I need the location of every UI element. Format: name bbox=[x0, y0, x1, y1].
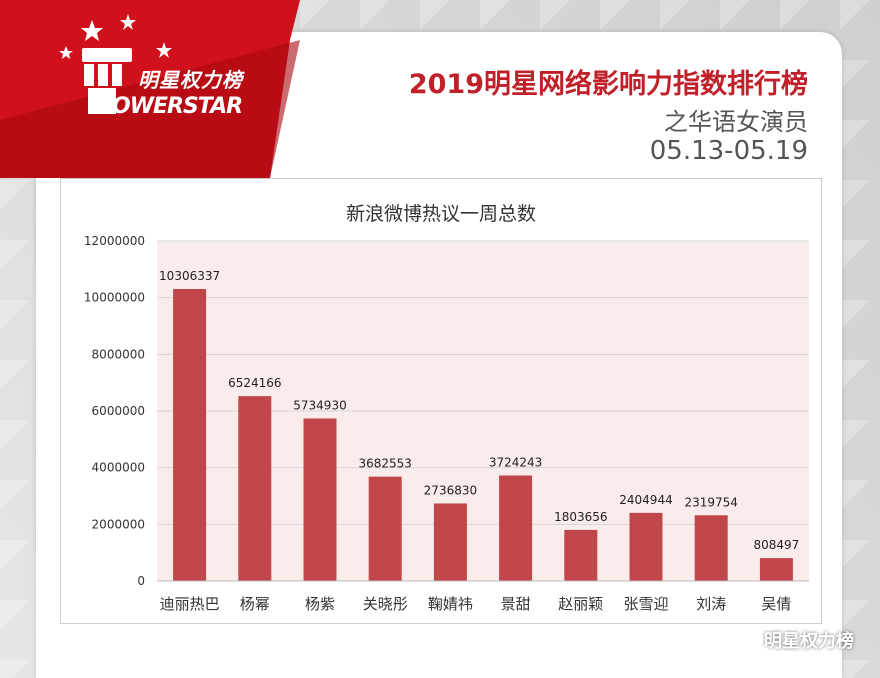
bar bbox=[629, 512, 663, 581]
x-tick-label: 迪丽热巴 bbox=[160, 595, 220, 613]
bar-chart: 0 2000000 4000000 6000000 8000000 10000000 120… bbox=[84, 234, 809, 613]
logo-banner bbox=[0, 0, 300, 178]
bar bbox=[173, 288, 207, 581]
bar bbox=[759, 558, 793, 581]
y-tick-label: 2000000 bbox=[92, 517, 145, 531]
chart-container: 新浪微博热议一周总数 0 2000000 4000000 6000000 8000000… bbox=[60, 178, 822, 624]
x-tick-label: 吴倩 bbox=[761, 595, 791, 613]
bar bbox=[368, 476, 402, 581]
data-label: 2404944 bbox=[619, 493, 672, 507]
data-label: 10306337 bbox=[159, 269, 220, 283]
star-icon bbox=[59, 14, 172, 59]
logo-en-text: OWERSTAR bbox=[112, 94, 243, 119]
y-tick-label: 8000000 bbox=[92, 347, 145, 361]
x-tick-label: 刘涛 bbox=[696, 595, 726, 613]
data-label: 3682553 bbox=[358, 457, 411, 471]
x-tick-label: 景甜 bbox=[501, 595, 531, 613]
chart-title: 新浪微博热议一周总数 bbox=[345, 203, 536, 225]
y-tick-label: 12000000 bbox=[84, 234, 145, 248]
bar bbox=[303, 418, 337, 581]
y-tick-label: 6000000 bbox=[92, 404, 145, 418]
x-tick-label: 杨紫 bbox=[305, 595, 335, 613]
y-tick-label: 10000000 bbox=[84, 291, 145, 305]
bar bbox=[433, 503, 467, 581]
data-label: 5734930 bbox=[293, 399, 346, 413]
page-title: 2019明星网络影响力指数排行榜 bbox=[408, 69, 808, 100]
logo-cn-text: 明星权力榜 bbox=[138, 68, 243, 92]
x-tick-label: 张雪迎 bbox=[623, 595, 668, 613]
y-tick-label: 0 bbox=[137, 574, 145, 588]
watermark-text: 明星权力榜 bbox=[764, 631, 854, 652]
y-tick-label: 4000000 bbox=[92, 461, 145, 475]
bar bbox=[694, 515, 728, 581]
data-label: 2736830 bbox=[424, 483, 477, 497]
data-label: 2319754 bbox=[684, 495, 737, 509]
data-label: 1803656 bbox=[554, 510, 607, 524]
fist-logo-icon bbox=[82, 48, 132, 114]
page-subtitle: 之华语女演员 bbox=[664, 108, 808, 136]
date-range: 05.13-05.19 bbox=[649, 136, 808, 166]
x-tick-label: 杨幂 bbox=[240, 595, 270, 613]
bar bbox=[564, 529, 598, 581]
data-label: 6524166 bbox=[228, 376, 281, 390]
bar bbox=[238, 396, 272, 581]
wechat-icon bbox=[732, 629, 758, 649]
x-tick-label: 鞠婧祎 bbox=[428, 595, 473, 613]
x-tick-label: 赵丽颖 bbox=[558, 595, 603, 613]
bar bbox=[499, 475, 533, 581]
data-label: 3724243 bbox=[489, 455, 542, 469]
watermark: 明星权力榜 bbox=[732, 628, 854, 652]
x-tick-label: 关晓彤 bbox=[363, 595, 408, 613]
data-label: 808497 bbox=[753, 538, 799, 552]
